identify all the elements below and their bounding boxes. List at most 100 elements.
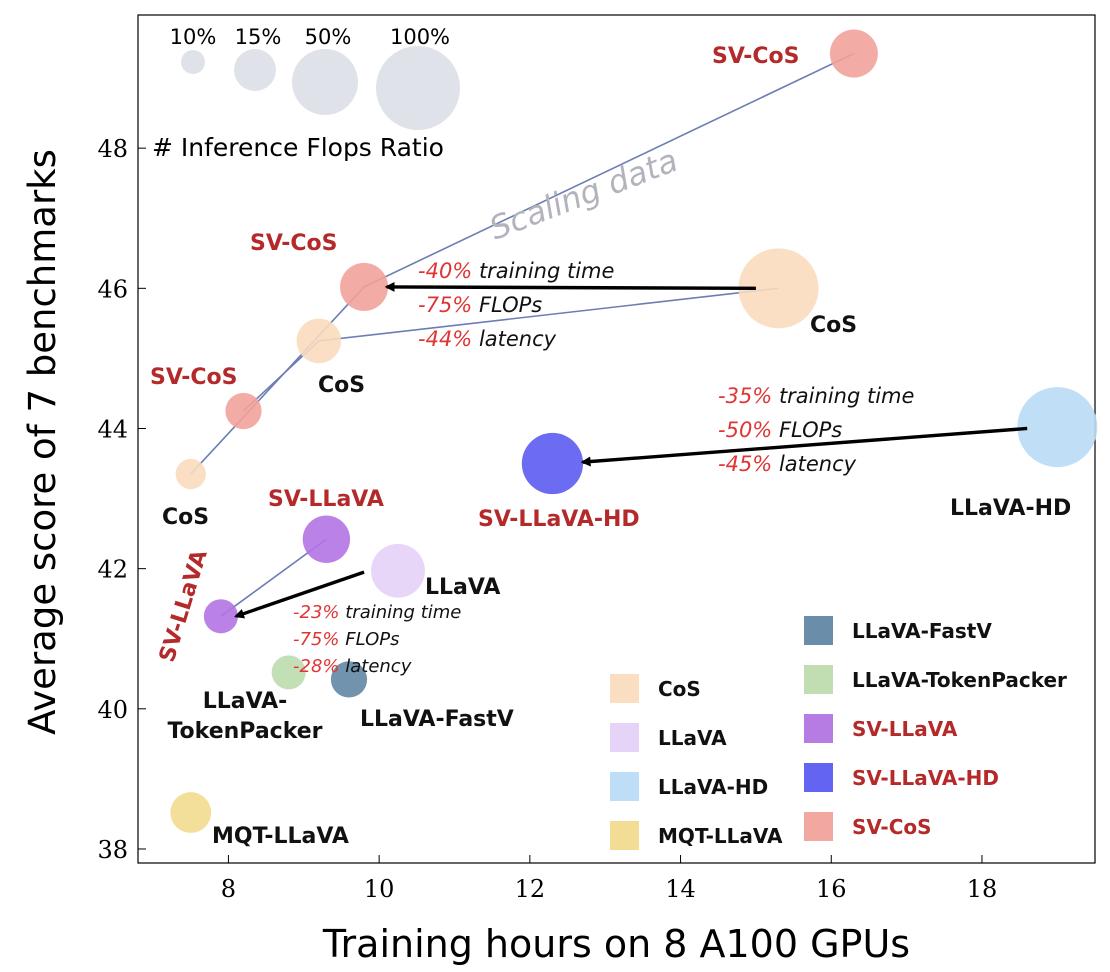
x-tick-label: 14: [665, 875, 696, 903]
reduction-metric: FLOPs: [340, 629, 400, 650]
point-label: CoS: [318, 373, 365, 398]
point-cos: [175, 458, 206, 490]
point-label-line: LLaVA: [425, 575, 500, 600]
reduction-percent: -75%: [418, 293, 472, 317]
point-sv-cos: [225, 392, 262, 430]
size-legend-label: 50%: [305, 25, 352, 49]
legend-label: LLaVA-TokenPacker: [852, 668, 1067, 692]
point-sv-llava: [203, 599, 238, 634]
size-legend-circle: [234, 49, 276, 91]
point-label-line: CoS: [162, 505, 209, 530]
point-label-line: CoS: [810, 313, 857, 338]
point-label-line: SV-CoS: [712, 44, 800, 69]
point-label-line: SV-LLaVA: [155, 547, 213, 665]
point-label: CoS: [810, 313, 857, 338]
reduction-arrow: [234, 570, 365, 619]
legend-label: SV-CoS: [852, 815, 932, 839]
point-label: MQT-LLaVA: [212, 824, 349, 849]
size-legend-label: 100%: [390, 25, 450, 49]
point-sv-llava: [302, 515, 351, 563]
reduction-text: -23% training time: [293, 602, 461, 623]
point-mqt-llava: [170, 792, 212, 833]
size-legend-circle: [292, 49, 358, 115]
point-label: SV-CoS: [150, 365, 238, 390]
y-tick-label: 40: [97, 696, 128, 724]
reduction-metric: latency: [340, 656, 412, 677]
reduction-percent: -35%: [718, 384, 772, 408]
legend-label: LLaVA-FastV: [852, 619, 992, 643]
reduction-metric: training time: [772, 384, 914, 408]
reduction-arrows: -40% training time-75% FLOPs-44% latency…: [234, 259, 1028, 677]
y-axis-label: Average score of 7 benchmarks: [21, 149, 64, 735]
y-tick-label: 42: [97, 556, 128, 584]
x-tick-label: 18: [967, 875, 998, 903]
reduction-text: -75% FLOPs: [418, 293, 542, 317]
point-label-line: CoS: [318, 373, 365, 398]
reduction-percent: -44%: [418, 327, 472, 351]
legend-swatch: [804, 763, 833, 792]
color-legend: CoS LLaVA LLaVA-HD MQT-LLaVA LLaVA-FastV LLaV…: [610, 616, 1067, 850]
y-tick-label: 46: [97, 275, 128, 303]
reduction-text: -28% latency: [293, 656, 412, 677]
x-tick-label: 10: [364, 875, 395, 903]
point-label: SV-LLaVA: [155, 547, 213, 665]
legend-label: SV-LLaVA-HD: [852, 766, 999, 790]
size-legend-label: 15%: [235, 25, 282, 49]
point-llava-hd: [1017, 387, 1098, 468]
point-llava-fastv: [330, 661, 368, 698]
point-sv-llava-hd: [521, 432, 584, 495]
point-label-line: MQT-LLaVA: [212, 824, 349, 849]
point-label: LLaVA-HD: [950, 496, 1071, 521]
legend-label: LLaVA: [658, 726, 727, 750]
reduction-arrow: [384, 281, 756, 292]
legend-label: LLaVA-HD: [658, 775, 768, 799]
point-llava: [371, 543, 425, 598]
legend-swatch: [610, 674, 639, 703]
reduction-percent: -45%: [718, 452, 772, 476]
point-labels: CoS CoS CoS SV-CoS SV-CoS SV-CoS LLaVA SV-LLaVA…: [150, 44, 1071, 849]
point-label: SV-CoS: [250, 231, 338, 256]
point-label-line: SV-LLaVA-HD: [478, 507, 640, 532]
point-sv-cos: [340, 262, 389, 311]
reduction-text: -45% latency: [718, 452, 857, 476]
y-tick-label: 44: [97, 415, 128, 443]
reduction-text: -50% FLOPs: [718, 418, 842, 442]
size-legend-label: 10%: [170, 25, 217, 49]
reduction-metric: training time: [340, 602, 462, 623]
legend-swatch: [610, 821, 639, 850]
point-label: LLaVA-FastV: [360, 707, 514, 732]
reduction-arrow: [580, 426, 1028, 467]
reduction-text: -35% training time: [718, 384, 914, 408]
reduction-metric: FLOPs: [772, 418, 842, 442]
point-cos: [738, 248, 819, 329]
legend-swatch: [804, 616, 833, 645]
point-label-line: LLaVA-HD: [950, 496, 1071, 521]
x-axis-label: Training hours on 8 A100 GPUs: [322, 922, 910, 966]
y-tick-label: 48: [97, 135, 128, 163]
point-label: LLaVA: [425, 575, 500, 600]
x-tick-label: 12: [515, 875, 546, 903]
reduction-metric: FLOPs: [472, 293, 542, 317]
reduction-metric: latency: [772, 452, 856, 476]
size-legend-circle: [181, 50, 205, 74]
reduction-percent: -40%: [418, 259, 472, 283]
reduction-percent: -50%: [718, 418, 772, 442]
point-label-line: SV-LLaVA: [268, 487, 384, 512]
point-label-line: SV-CoS: [150, 365, 238, 390]
reduction-percent: -75%: [293, 629, 340, 650]
point-cos: [296, 318, 342, 364]
point-label: LLaVA- TokenPacker: [167, 689, 322, 744]
reduction-text: -40% training time: [418, 259, 614, 283]
point-label-line: LLaVA-FastV: [360, 707, 514, 732]
point-label-line: TokenPacker: [167, 719, 322, 744]
x-tick-label: 16: [816, 875, 847, 903]
point-label: SV-CoS: [712, 44, 800, 69]
reduction-percent: -23%: [293, 602, 340, 623]
point-label-line: LLaVA-: [203, 689, 288, 714]
legend-swatch: [804, 812, 833, 841]
axes: 8 10 12 14 16 18 38 40 42 44 46 48 Training hours on…: [21, 135, 997, 966]
size-legend-title: # Inference Flops Ratio: [152, 133, 444, 162]
size-legend-circle: [376, 46, 460, 130]
legend-swatch: [804, 665, 833, 694]
